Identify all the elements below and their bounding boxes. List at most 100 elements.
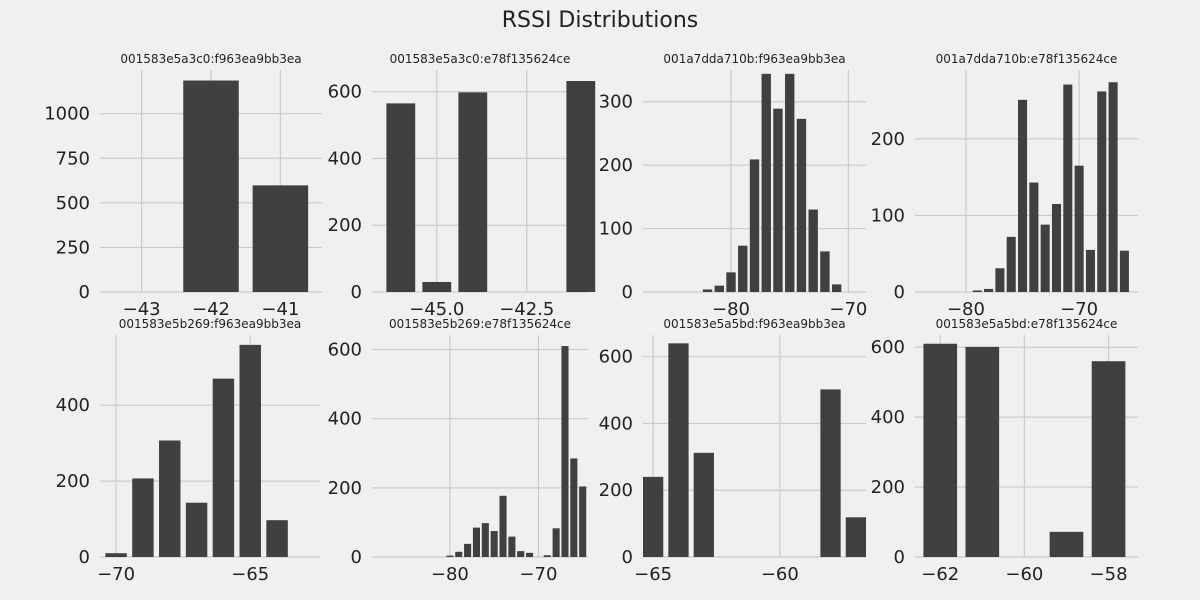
x-tick-label: −60 [761,564,799,585]
y-tick-label: 0 [351,547,362,568]
subplot-title: 001a7dda710b:e78f135624ce [936,52,1118,66]
x-tick-label: −80 [431,564,469,585]
bar [252,185,309,292]
bar [1091,361,1126,557]
y-tick-label: 0 [351,282,362,303]
y-tick-label: 200 [56,471,90,492]
y-tick-label: 400 [871,407,905,428]
bar [446,555,454,557]
bar [543,555,551,557]
x-tick-label: −65 [231,564,269,585]
bar [105,553,127,557]
x-tick-label: −65 [634,564,672,585]
bar [566,81,596,292]
subplot-title: 001a7dda710b:f963ea9bb3ea [663,52,845,66]
subplot-title: 001583e5a3c0:f963ea9bb3ea [120,52,301,66]
subplot-7: −65 −60 0 200 400 600 001583e5a5bd:f963ea9bb3e… [599,317,866,585]
bar [1097,91,1107,293]
bar [972,290,982,292]
x-tick-label: −70 [1060,299,1098,320]
bar [831,284,842,292]
bar [965,346,1000,557]
x-tick-label: −41 [261,299,299,320]
bar [561,346,569,557]
y-tick-label: 600 [871,337,905,358]
bar [995,268,1005,292]
bar [570,458,578,557]
bar [386,103,416,293]
x-tick-label: −70 [97,564,135,585]
y-tick-label: 0 [894,282,905,303]
y-tick-label: 100 [599,219,633,240]
subplot-6: −80 −70 0 200 400 600 001583e5b269:e78f135624c… [328,317,588,585]
y-tick-label: 600 [328,82,362,103]
bar [643,476,664,557]
bar [693,452,714,557]
x-tick-label: −58 [1090,564,1128,585]
bar [239,344,261,557]
bar [508,536,516,557]
bar [749,159,760,292]
x-tick-label: −70 [519,564,557,585]
bar [1074,165,1084,292]
subplot-2: −45.0 −42.5 0 200 400 600 001583e5a3c0:e78f135… [328,52,596,320]
bar [1063,84,1073,292]
bar [517,551,525,557]
bar [212,378,235,557]
bar [455,551,463,557]
x-tick-label: −80 [947,299,985,320]
bar [773,108,783,292]
subplot-8: −62 −60 −58 0 200 400 600 001583e5a5bd:e78f1356… [871,317,1138,585]
y-tick-label: 1000 [44,104,90,125]
bar [159,440,181,557]
x-tick-label: −70 [829,299,867,320]
subplot-title: 001583e5a3c0:e78f135624ce [390,52,571,66]
y-tick-label: 0 [622,282,633,303]
x-tick-label: −43 [123,299,161,320]
y-tick-label: 200 [328,478,362,499]
bar [702,289,713,292]
x-tick-label: −42 [192,299,230,320]
bar [923,343,958,557]
y-tick-label: 750 [56,148,90,169]
bar [761,73,771,292]
bar [845,517,866,557]
subplot-5: −70 −65 0 200 400 001583e5b269:f963ea9bb3ea [56,317,320,585]
y-tick-label: 200 [871,477,905,498]
bar [481,523,489,557]
bar [490,531,498,557]
bar [183,80,239,293]
y-tick-label: 200 [599,155,633,176]
subplot-4: −80 −70 0 100 200 001a7dda710b:e78f135624ce [871,52,1138,320]
y-tick-label: 400 [328,409,362,430]
y-tick-label: 200 [871,129,905,150]
bar [984,288,994,292]
bar [726,272,736,292]
bar [422,281,452,292]
bar [796,118,807,292]
bar [132,478,154,557]
y-tick-label: 0 [622,547,633,568]
bar [808,209,818,292]
bar [1085,249,1095,292]
bar [820,251,830,292]
x-tick-label: −62 [921,564,959,585]
bar [458,92,488,293]
y-tick-label: 250 [56,237,90,258]
bar [785,73,795,292]
bar [820,389,841,557]
bar [1108,82,1118,292]
subplot-title: 001583e5b269:f963ea9bb3ea [119,317,302,331]
y-tick-label: 500 [56,193,90,214]
bar [738,245,748,292]
y-tick-label: 0 [79,282,90,303]
x-tick-label: −42.5 [499,299,554,320]
y-tick-label: 400 [599,413,633,434]
subplot-title: 001583e5b269:e78f135624ce [389,317,571,331]
bar [714,285,724,292]
bar [1049,531,1084,557]
bar [464,543,472,557]
bar [668,343,689,557]
